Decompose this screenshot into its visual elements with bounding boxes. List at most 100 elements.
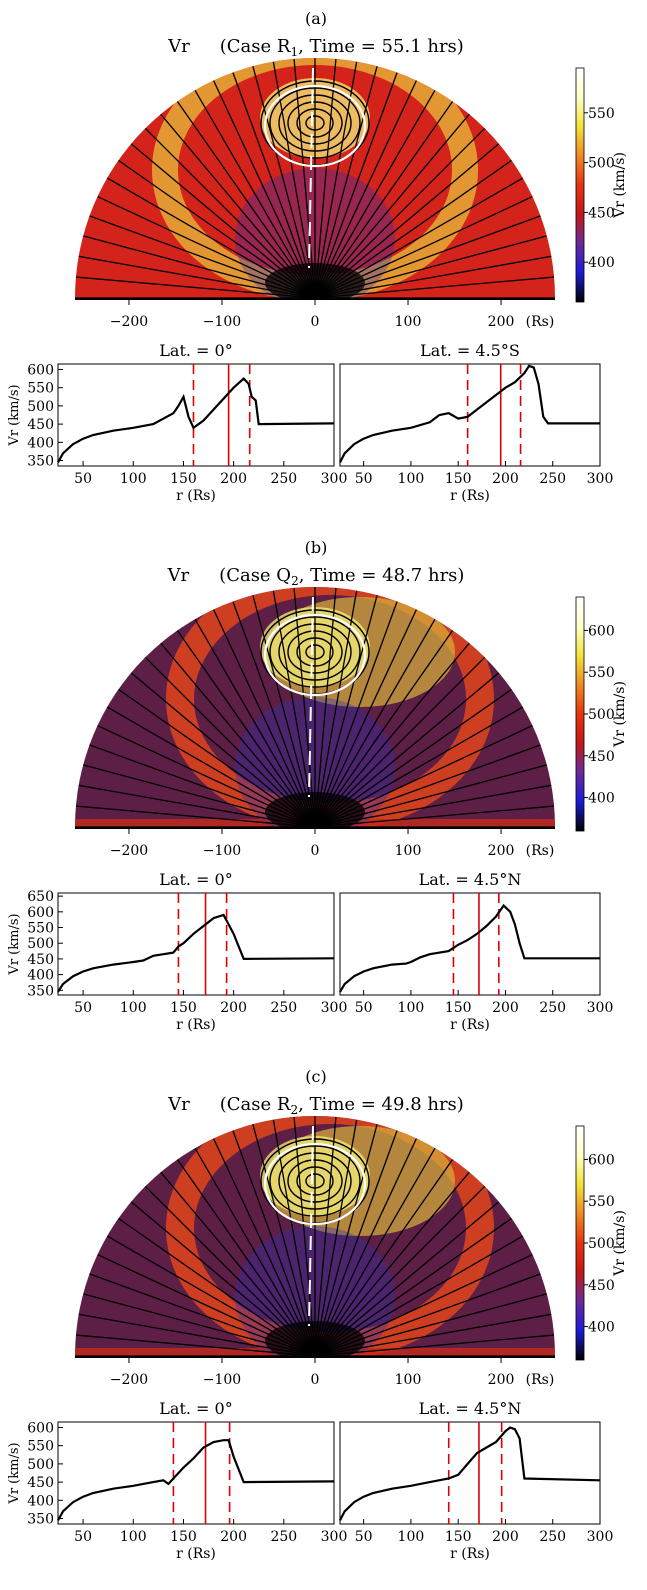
y-tick-label: 600 xyxy=(27,1420,54,1436)
y-tick-label: 500 xyxy=(27,936,54,952)
map-xtick-label: 0 xyxy=(311,1372,320,1388)
title-time: , Time = 48.7 hrs) xyxy=(299,565,465,586)
x-tick-label: 150 xyxy=(445,1000,472,1016)
x-tick-label: 250 xyxy=(539,471,566,487)
x-tick-label: 200 xyxy=(492,1529,519,1545)
colorbar-tick-label: 450 xyxy=(588,205,615,221)
panel-c: (c) Vr (Case R2, Time = 49.8 hrs) −200 −100 0… xyxy=(7,1067,628,1562)
x-tick-label: 150 xyxy=(170,1000,197,1016)
field-line xyxy=(97,195,316,299)
field-line xyxy=(130,672,316,828)
y-tick-label: 350 xyxy=(27,983,54,999)
field-line xyxy=(314,101,454,299)
y-tick-label: 350 xyxy=(27,1512,54,1528)
x-tick-label: 300 xyxy=(587,471,614,487)
field-line xyxy=(75,1334,316,1357)
x-tick-label: 100 xyxy=(120,471,147,487)
colorbar xyxy=(575,596,585,832)
map-xtick-label: −200 xyxy=(110,843,148,859)
y-tick-label: 400 xyxy=(27,1493,54,1509)
x-tick-label: 250 xyxy=(270,1529,297,1545)
map-xtick-label: −100 xyxy=(203,314,241,330)
x-tick-label: 50 xyxy=(355,1000,373,1016)
colorbar xyxy=(575,67,585,303)
x-tick-label: 200 xyxy=(220,1529,247,1545)
profile-frame xyxy=(57,363,335,467)
field-line xyxy=(97,1253,316,1357)
field-line xyxy=(314,1235,524,1357)
field-line xyxy=(232,601,316,828)
colorbar-tick-label: 550 xyxy=(588,1194,615,1210)
flux-loop xyxy=(269,616,361,688)
y-tick-label: 450 xyxy=(27,952,54,968)
panel-letter: (a) xyxy=(305,9,327,28)
map-xtick-label: 100 xyxy=(395,843,422,859)
x-tick-label: 50 xyxy=(74,1529,92,1545)
x-tick-label: 100 xyxy=(120,1529,147,1545)
vr-profile-line xyxy=(339,903,600,993)
field-line xyxy=(232,72,316,299)
title-var: Vr xyxy=(167,565,190,586)
field-line xyxy=(314,618,436,828)
x-tick-label: 50 xyxy=(74,471,92,487)
x-tick-label: 200 xyxy=(220,1000,247,1016)
field-line xyxy=(232,1130,316,1357)
field-line xyxy=(314,72,398,299)
x-tick-label: 50 xyxy=(355,1529,373,1545)
x-tick-label: 250 xyxy=(539,1000,566,1016)
x-tick-label: 300 xyxy=(321,471,348,487)
vr-map xyxy=(75,1116,555,1357)
field-line xyxy=(160,642,316,828)
field-line xyxy=(314,113,470,299)
panel-title: Vr (Case R2, Time = 49.8 hrs) xyxy=(167,1094,464,1117)
colorbar-tick-label: 450 xyxy=(588,1278,615,1294)
map-xtick-label: 0 xyxy=(311,314,320,330)
field-line xyxy=(160,113,316,299)
field-line xyxy=(314,1130,398,1357)
profile-frame xyxy=(339,1421,601,1525)
field-line xyxy=(118,159,316,299)
flux-loop xyxy=(305,644,325,660)
x-axis-label: r (Rs) xyxy=(450,1546,490,1562)
profile-plot: Lat. = 4.5°N 50 100 150 200 250 300 r (Rs) xyxy=(339,1399,613,1562)
vr-map xyxy=(75,58,555,299)
title-var: Vr xyxy=(167,1094,190,1115)
field-line xyxy=(144,127,316,299)
flux-loop xyxy=(278,623,352,681)
sample-line xyxy=(308,1125,314,1327)
field-line xyxy=(212,609,316,828)
flux-loop xyxy=(296,1166,334,1196)
x-tick-label: 200 xyxy=(492,471,519,487)
colorbar-label: Vr (km/s) xyxy=(612,1210,628,1277)
profile-frame xyxy=(57,1421,335,1525)
field-line xyxy=(314,255,552,299)
field-line xyxy=(106,706,316,828)
field-line xyxy=(314,1138,418,1357)
field-line xyxy=(314,66,378,299)
profile-title: Lat. = 0° xyxy=(159,341,232,360)
x-tick-label: 150 xyxy=(170,471,197,487)
field-line xyxy=(212,1138,316,1357)
field-line xyxy=(314,805,555,828)
field-line xyxy=(314,672,500,828)
map-xtick-label: −200 xyxy=(110,314,148,330)
field-line xyxy=(89,744,316,828)
x-tick-label: 250 xyxy=(270,1000,297,1016)
x-tick-label: 200 xyxy=(220,471,247,487)
field-line xyxy=(97,724,316,828)
colorbar-tick-label: 550 xyxy=(588,665,615,681)
profile-title: Lat. = 0° xyxy=(159,1399,232,1418)
field-line xyxy=(314,215,541,299)
field-line xyxy=(106,1235,316,1357)
field-line xyxy=(194,618,316,828)
x-tick-label: 300 xyxy=(321,1000,348,1016)
x-axis-label: r (Rs) xyxy=(176,1546,216,1562)
x-tick-label: 200 xyxy=(492,1000,519,1016)
vr-map xyxy=(75,587,555,828)
map-xtick-label: −200 xyxy=(110,1372,148,1388)
profile-title: Lat. = 4.5°S xyxy=(420,341,520,360)
profile-plot: Lat. = 0° 50 100 150 200 250 300 600 550 500 450 40… xyxy=(7,1399,347,1562)
vr-profile-line xyxy=(57,377,335,463)
x-tick-label: 50 xyxy=(355,471,373,487)
